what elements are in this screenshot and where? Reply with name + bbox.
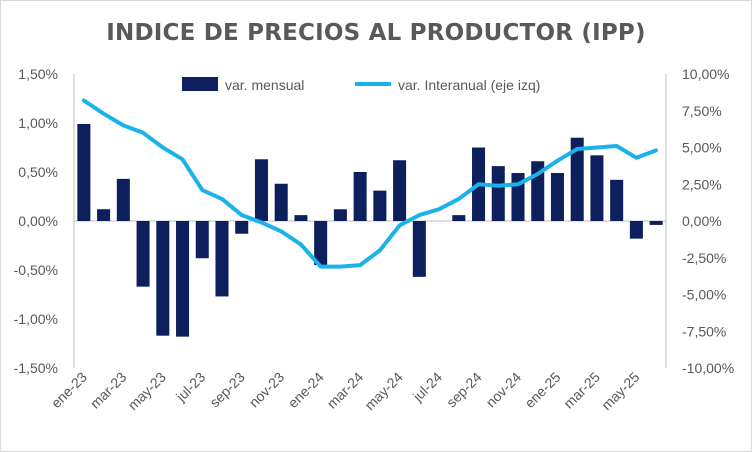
bar-var-mensual	[373, 190, 387, 221]
bar-var-mensual	[215, 221, 229, 297]
x-tick-label: nov-23	[246, 369, 288, 411]
bar-var-mensual	[393, 160, 407, 221]
y-right-tick-label: 10,00%	[682, 66, 729, 82]
bar-var-mensual	[156, 221, 170, 336]
y-right-tick-label: 2,50%	[682, 176, 722, 192]
y-left-tick-label: -1,00%	[14, 311, 58, 327]
y-right-tick-label: -5,00%	[682, 287, 726, 303]
y-right-tick-label: -2,50%	[682, 250, 726, 266]
bar-var-mensual	[97, 209, 111, 221]
y-left-tick-label: -0,50%	[14, 262, 58, 278]
y-right-tick-label: 0,00%	[682, 213, 722, 229]
bar-var-mensual	[235, 221, 249, 234]
x-tick-label: jul-24	[409, 369, 445, 405]
y-left-tick-label: 1,50%	[18, 66, 58, 82]
bar-var-mensual	[610, 179, 624, 221]
bar-var-mensual	[353, 172, 367, 221]
y-right-tick-label: 5,00%	[682, 140, 722, 156]
y-right-tick-label: 7,50%	[682, 103, 722, 119]
x-tick-label: may-25	[598, 369, 642, 413]
bar-var-mensual	[195, 221, 209, 259]
legend-label-var-interanual: var. Interanual (eje izq)	[398, 77, 540, 93]
y-left-tick-label: 0,50%	[18, 164, 58, 180]
bar-var-mensual	[77, 123, 91, 221]
legend-swatch-var-mensual	[182, 77, 218, 91]
y-right-tick-label: -10,00%	[682, 360, 734, 376]
bar-var-mensual	[333, 209, 347, 221]
y-left-tick-label: 1,00%	[18, 115, 58, 131]
bar-var-mensual	[314, 221, 328, 266]
x-tick-label: sep-23	[206, 369, 248, 411]
x-tick-label: may-24	[361, 369, 405, 413]
x-tick-label: jul-23	[172, 369, 208, 405]
x-tick-label: nov-24	[483, 369, 525, 411]
x-tick-label: may-23	[125, 369, 169, 413]
bar-var-mensual	[452, 215, 466, 221]
bar-var-mensual	[254, 159, 268, 221]
x-tick-label: mar-25	[560, 369, 603, 412]
y-left-tick-label: -1,50%	[14, 360, 58, 376]
bar-var-mensual	[176, 221, 190, 337]
bar-var-mensual	[570, 137, 584, 221]
bar-var-mensual	[649, 221, 663, 225]
chart-title: INDICE DE PRECIOS AL PRODUCTOR (IPP)	[106, 20, 646, 46]
bar-var-mensual	[412, 221, 426, 277]
bar-var-mensual	[550, 172, 564, 221]
x-tick-label: mar-23	[87, 369, 130, 412]
x-tick-label: mar-24	[324, 369, 367, 412]
bar-var-mensual	[590, 155, 604, 221]
line-var-interanual	[81, 98, 659, 269]
y-left-tick-label: 0,00%	[18, 213, 58, 229]
x-tick-label: ene-25	[521, 369, 563, 411]
bar-var-mensual	[116, 178, 130, 221]
x-tick-label: sep-24	[443, 369, 485, 411]
bar-var-mensual	[491, 166, 505, 221]
bar-var-mensual	[629, 221, 643, 239]
legend-label-var-mensual: var. mensual	[225, 77, 304, 93]
bar-var-mensual	[274, 183, 288, 221]
x-tick-label: ene-24	[285, 369, 327, 411]
y-right-tick-label: -7,50%	[682, 323, 726, 339]
bar-var-mensual	[136, 221, 150, 287]
bar-var-mensual	[294, 215, 308, 221]
